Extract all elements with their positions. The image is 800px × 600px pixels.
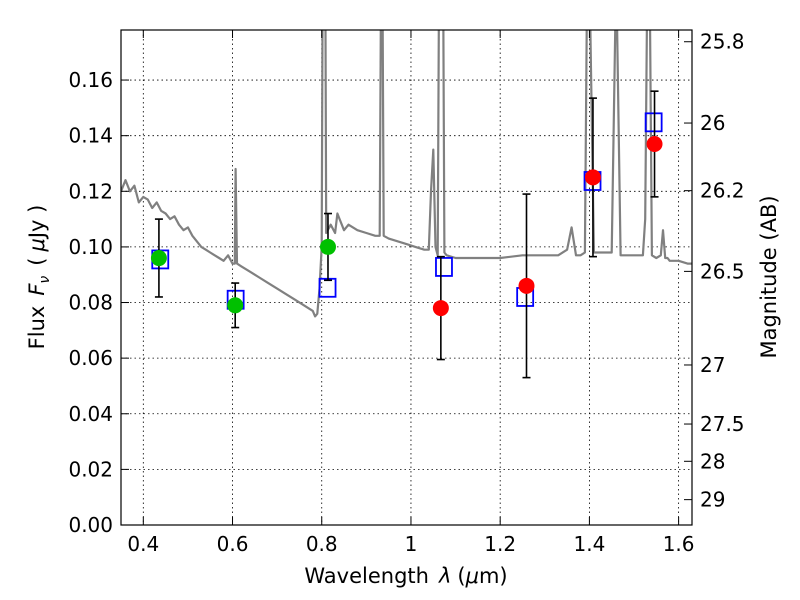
x-tick-label: 1.4 bbox=[573, 532, 605, 556]
y-axis-label: FluxFν(μJy ) bbox=[25, 205, 53, 350]
right-axis-label: Magnitude (AB) bbox=[757, 195, 781, 358]
spectrum-line bbox=[121, 30, 692, 318]
x-axis-label: Wavelength λ (μm) bbox=[304, 564, 507, 588]
model-square bbox=[644, 112, 663, 133]
x-tick-label: 0.8 bbox=[306, 532, 338, 556]
axis-ticks: 0.4 0.6 0.8 1 1.2 1.4 1.6 0.00 0.02 0.04 0.06 0.08 0… bbox=[68, 30, 744, 556]
y-tick-label: 0.02 bbox=[68, 457, 113, 481]
y-tick-label: 0.04 bbox=[68, 402, 113, 426]
observed-point bbox=[432, 300, 449, 317]
grid bbox=[121, 30, 692, 526]
observed-point bbox=[319, 238, 336, 255]
y-tick-label: 0.16 bbox=[68, 68, 113, 92]
x-tick-label: 0.6 bbox=[217, 532, 249, 556]
mag-tick-label: 28 bbox=[700, 449, 725, 473]
y-tick-label: 0.14 bbox=[68, 124, 113, 148]
observed-point bbox=[646, 136, 663, 153]
x-tick-label: 1 bbox=[405, 532, 418, 556]
mag-tick-label: 25.8 bbox=[700, 30, 745, 54]
spectrum bbox=[121, 30, 692, 318]
y-tick-label: 0.08 bbox=[68, 291, 113, 315]
mag-tick-label: 27 bbox=[700, 353, 725, 377]
observed-point bbox=[227, 297, 244, 314]
model-square bbox=[435, 257, 453, 277]
mag-tick-label: 27.5 bbox=[700, 412, 745, 436]
x-tick-label: 1.6 bbox=[663, 532, 695, 556]
mag-tick-label: 26.5 bbox=[700, 259, 745, 283]
data-points bbox=[150, 90, 663, 379]
observed-point bbox=[584, 169, 601, 186]
observed-point bbox=[150, 250, 167, 267]
y-tick-label: 0.06 bbox=[68, 346, 113, 370]
y-tick-label: 0.12 bbox=[68, 179, 113, 203]
plot-frame bbox=[120, 29, 693, 526]
observed-point bbox=[518, 277, 535, 294]
x-tick-label: 1.2 bbox=[484, 532, 516, 556]
y-tick-label: 0.10 bbox=[68, 235, 113, 259]
mag-tick-label: 26 bbox=[700, 111, 725, 135]
x-tick-label: 0.4 bbox=[127, 532, 159, 556]
mag-tick-label: 26.2 bbox=[700, 179, 745, 203]
mag-tick-label: 29 bbox=[700, 488, 725, 512]
y-tick-label: 0.00 bbox=[68, 513, 113, 537]
